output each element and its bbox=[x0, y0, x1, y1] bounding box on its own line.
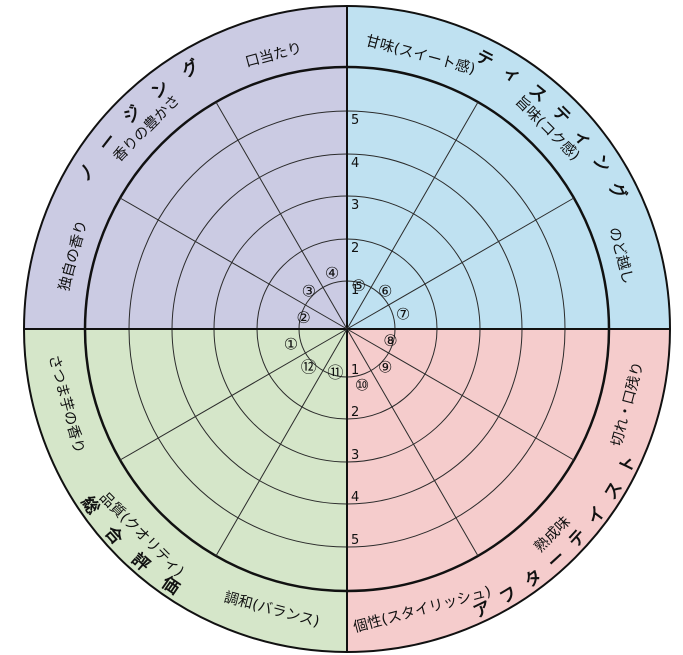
item-number: ⑫ bbox=[301, 358, 317, 377]
item-divider bbox=[119, 197, 348, 330]
quadrant-aftertaste bbox=[347, 329, 670, 652]
item-divider bbox=[119, 328, 348, 461]
scale-tick-labels: 1 1 2 2 3 3 4 4 5 5 bbox=[351, 113, 359, 548]
scale-tick-lower: 1 bbox=[351, 363, 359, 378]
item-number: ⑧ bbox=[383, 331, 397, 350]
item-number: ⑦ bbox=[396, 304, 410, 323]
scale-tick-upper: 2 bbox=[351, 241, 359, 256]
item-divider bbox=[346, 328, 479, 557]
item-number: ② bbox=[296, 308, 310, 327]
item-number: ⑨ bbox=[378, 358, 392, 377]
item-number: ⑥ bbox=[378, 281, 392, 300]
item-divider bbox=[346, 101, 479, 330]
scale-tick-lower: 2 bbox=[351, 405, 359, 420]
item-number: ③ bbox=[302, 281, 316, 300]
category-quadrants bbox=[24, 6, 670, 652]
item-dividers bbox=[24, 6, 670, 652]
scale-tick-lower: 5 bbox=[351, 533, 359, 548]
item-number: ④ bbox=[325, 263, 339, 282]
scale-tick-upper: 4 bbox=[351, 156, 359, 171]
item-number: ⑤ bbox=[351, 276, 365, 295]
item-divider bbox=[346, 197, 575, 330]
scale-tick-upper: 5 bbox=[351, 113, 359, 128]
scale-tick-upper: 1 bbox=[351, 283, 359, 298]
item-number: ⑪ bbox=[327, 363, 343, 382]
scale-tick-lower: 3 bbox=[351, 448, 359, 463]
item-divider bbox=[215, 101, 348, 330]
quadrant-nosing bbox=[24, 6, 347, 329]
quadrant-tasting bbox=[347, 6, 670, 329]
item-number: ① bbox=[284, 335, 298, 354]
scale-tick-lower: 4 bbox=[351, 490, 359, 505]
item-divider bbox=[346, 328, 575, 461]
item-number: ⑩ bbox=[355, 376, 369, 395]
item-divider bbox=[215, 328, 348, 557]
scale-tick-upper: 3 bbox=[351, 198, 359, 213]
quadrant-overall bbox=[24, 329, 347, 652]
